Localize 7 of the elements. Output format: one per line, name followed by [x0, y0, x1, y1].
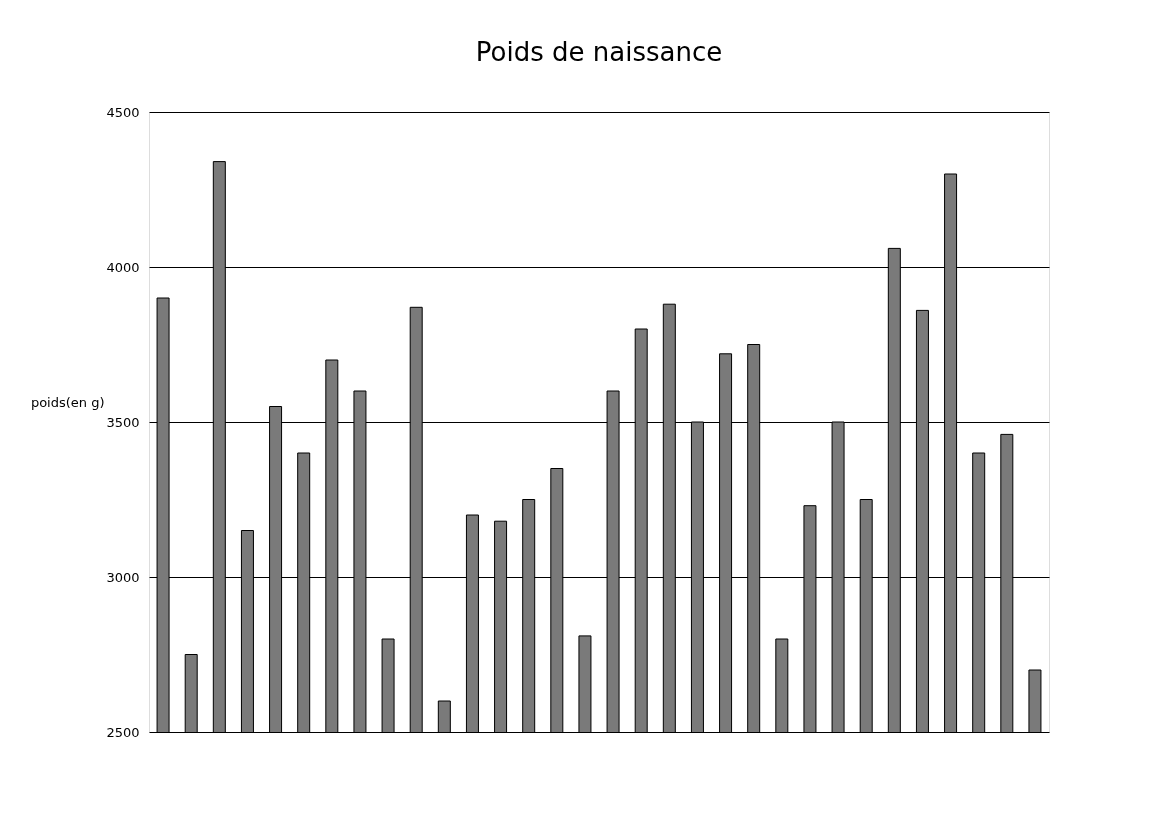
y-tick-label: 3500 — [106, 414, 140, 430]
y-axis-title: poids(en g) — [30, 394, 105, 410]
y-tick-label: 4000 — [106, 259, 140, 275]
y-tick-label: 4500 — [106, 104, 140, 120]
y-tick-label: 3000 — [106, 569, 140, 585]
y-tick-label: 2500 — [106, 724, 140, 740]
chart-title: Poids de naissance — [475, 37, 723, 67]
